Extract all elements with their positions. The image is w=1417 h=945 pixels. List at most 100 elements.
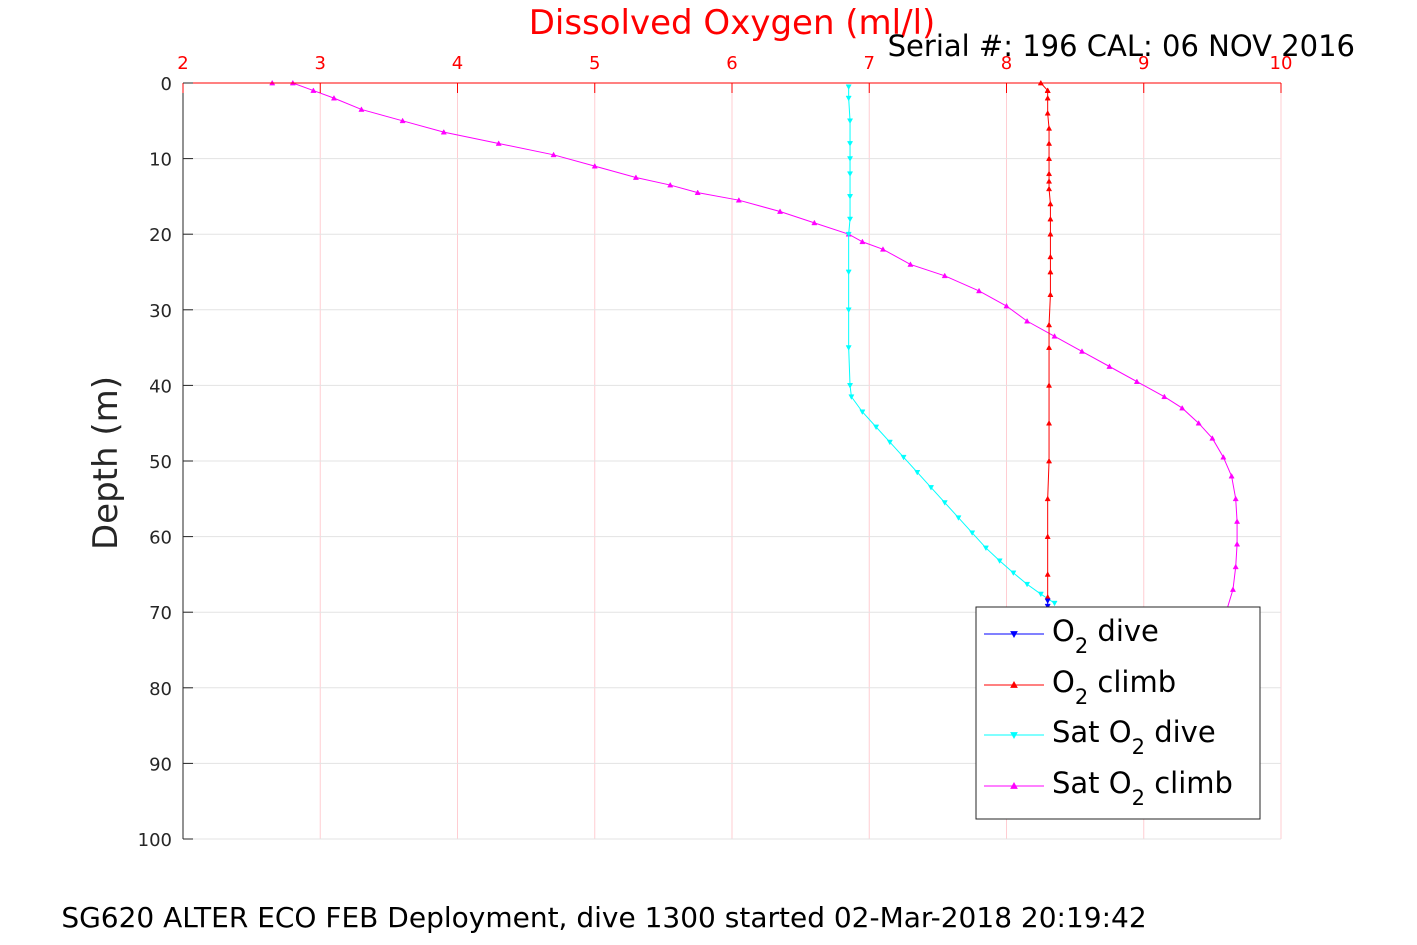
legend-marker [1010,680,1018,688]
data-point [777,208,784,214]
legend-label-rest: climb [1088,665,1176,699]
x-tick-label: 10 [1270,53,1293,74]
legend-label-rest: dive [1145,715,1216,749]
x-tick-label: 9 [1138,53,1149,74]
y-axis-label: Depth (m) [86,376,126,550]
x-tick-label: 7 [864,53,875,74]
legend-label-rest: climb [1145,766,1233,800]
legend-label-subscript: 2 [1075,685,1088,709]
series-line [272,82,1238,613]
y-tick-label: 90 [149,754,172,775]
x-tick-label: 4 [452,53,463,74]
y-tick-label: 30 [149,301,172,322]
data-point [955,515,962,521]
data-point [845,269,852,276]
legend-marker [1010,781,1018,789]
data-point [845,345,852,351]
data-point [735,197,742,203]
x-ticks: 2 3 4 5 6 7 8 9 10 [177,53,1292,93]
data-point [914,470,921,476]
x-tick-label: 6 [726,53,737,74]
legend-label-subscript: 2 [1075,634,1088,658]
data-point [1051,600,1058,607]
data-point [845,95,852,102]
data-point [1046,344,1053,350]
data-point [847,194,854,200]
data-point [440,129,447,135]
data-point [591,163,598,169]
data-point [1234,541,1241,547]
data-point [1044,603,1051,610]
y-tick-label: 10 [149,150,172,171]
data-point [1047,291,1054,298]
data-point [1179,404,1186,411]
series-o2-climb [1037,79,1054,600]
x-tick-label: 5 [589,53,600,74]
data-point [907,261,914,267]
data-point [1046,170,1053,177]
data-point [1195,420,1202,426]
data-point [1161,393,1168,400]
series-layer [269,79,1241,615]
data-point [969,530,976,536]
data-point [996,558,1003,564]
data-point [1232,495,1239,502]
legend-label-main: O [1052,614,1075,648]
data-point [1051,333,1058,339]
data-point [873,424,880,431]
data-point [886,439,893,446]
data-point [941,272,948,279]
data-point [982,545,989,552]
data-point [495,140,502,146]
data-point [1044,598,1051,604]
data-point [976,287,983,294]
data-point [1232,563,1239,570]
data-point [550,151,557,158]
legend-entry: O2 climb [984,665,1176,709]
data-point [1046,140,1053,146]
data-point [847,141,854,147]
data-point [1037,591,1044,598]
data-point [1044,533,1051,539]
data-point [399,117,406,124]
data-point [941,500,948,506]
data-point [1044,87,1051,93]
data-point [1047,215,1054,222]
data-point [847,156,854,162]
y-tick-label: 40 [149,376,172,397]
data-point [845,84,852,90]
data-point [900,454,907,461]
series-sat-o2-dive [845,84,1058,607]
data-point [847,383,854,389]
data-point [1003,302,1010,309]
data-point [1106,363,1113,369]
data-point [1209,435,1216,441]
y-tick-label: 60 [149,528,172,549]
data-point [1047,200,1054,207]
data-point [859,409,866,415]
data-point [1046,457,1053,464]
data-point [1220,454,1227,460]
data-point [1046,155,1053,161]
data-point [1024,318,1031,324]
data-point [847,118,854,124]
legend-marker [1010,631,1018,639]
legend-label: Sat O2 dive [1052,715,1216,759]
data-point [1044,95,1051,101]
legend-marker [1010,732,1018,740]
serial-cal-label: Serial #: 196 CAL: 06 NOV 2016 [888,29,1355,63]
y-tick-label: 50 [149,452,172,473]
data-point [1044,495,1051,502]
legend-label: O2 climb [1052,665,1176,709]
data-point [1046,382,1053,388]
legend-entry: Sat O2 dive [984,715,1216,759]
data-point [879,246,886,252]
y-tick-label: 0 [161,74,172,95]
data-point [848,394,855,400]
data-point [1046,185,1053,192]
data-point [1010,570,1017,577]
data-point [845,307,852,313]
legend-entry: Sat O2 climb [984,766,1233,810]
